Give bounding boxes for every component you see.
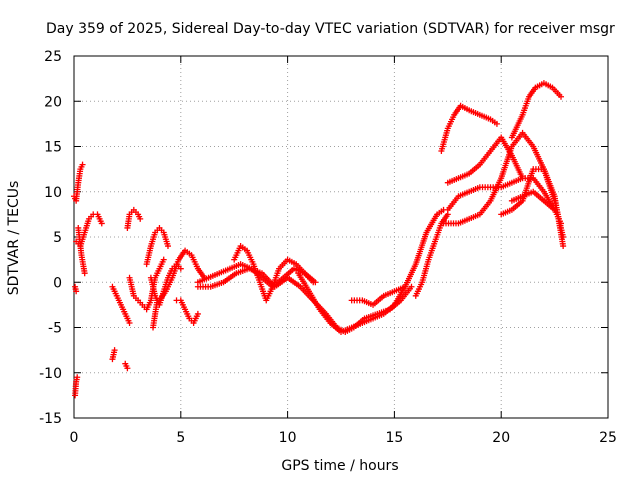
data-point <box>124 365 131 372</box>
x-tick-label: 15 <box>385 430 403 446</box>
y-tick-label: 5 <box>53 230 62 246</box>
y-tick-label: 0 <box>53 275 62 291</box>
x-tick-label: 10 <box>279 430 297 446</box>
series-sat-o <box>173 297 201 326</box>
series-sat-aa <box>508 80 565 141</box>
series-sat-g <box>109 347 118 363</box>
series-sat-b <box>72 374 81 399</box>
x-tick-labels: 0 5 10 15 20 25 <box>70 430 617 446</box>
data-point <box>74 374 81 381</box>
series-sat-f <box>109 283 133 326</box>
y-tick-label: 10 <box>44 185 62 201</box>
data-point <box>160 256 167 263</box>
series-sat-k <box>143 224 171 268</box>
x-tick-label: 20 <box>492 430 510 446</box>
series-sat-t <box>348 283 409 308</box>
x-tick-label: 25 <box>599 430 617 446</box>
series-sat-h <box>122 360 131 372</box>
data-point <box>551 206 558 213</box>
data-point <box>560 243 567 250</box>
y-axis-label: SDTVAR / TECUs <box>6 181 22 296</box>
series-sat-c <box>72 283 80 295</box>
y-tick-labels: -15 -10 -5 0 5 10 15 20 25 <box>39 49 62 427</box>
series-sat-a <box>71 161 86 204</box>
data-point <box>126 319 133 326</box>
data-point <box>402 283 409 290</box>
data-point <box>79 161 86 168</box>
grid-lines <box>74 56 608 418</box>
data-point <box>408 283 415 290</box>
series-sat-w <box>444 134 526 186</box>
series-sat-u <box>412 211 451 299</box>
series-sat-ab <box>508 188 558 213</box>
y-tick-label: 20 <box>44 94 62 110</box>
y-tick-label: 15 <box>44 140 62 156</box>
data-point <box>558 93 565 100</box>
series-sat-v <box>438 102 500 155</box>
series-sat-n <box>156 247 208 304</box>
y-tick-label: -10 <box>39 366 62 382</box>
data-point <box>310 279 317 286</box>
series-sat-z <box>498 166 567 250</box>
series-sat-i <box>124 206 144 231</box>
data-point <box>177 265 184 272</box>
y-tick-label: -15 <box>39 411 62 427</box>
data-point <box>111 347 118 354</box>
x-tick-label: 0 <box>70 430 79 446</box>
axis-ticks <box>73 55 609 419</box>
series-sat-e <box>75 224 88 277</box>
data-points <box>71 80 567 399</box>
y-tick-label: -5 <box>48 321 62 337</box>
x-axis-label: GPS time / hours <box>281 458 398 474</box>
data-point <box>493 120 500 127</box>
chart-title: Day 359 of 2025, Sidereal Day-to-day VTE… <box>46 21 615 37</box>
series-sat-q <box>231 243 317 304</box>
data-point <box>164 243 171 250</box>
y-tick-label: 25 <box>44 49 62 65</box>
data-point <box>98 220 105 227</box>
data-point <box>73 288 80 295</box>
data-point <box>137 215 144 222</box>
x-tick-label: 5 <box>176 430 185 446</box>
data-point <box>81 270 88 277</box>
data-point <box>194 310 201 317</box>
